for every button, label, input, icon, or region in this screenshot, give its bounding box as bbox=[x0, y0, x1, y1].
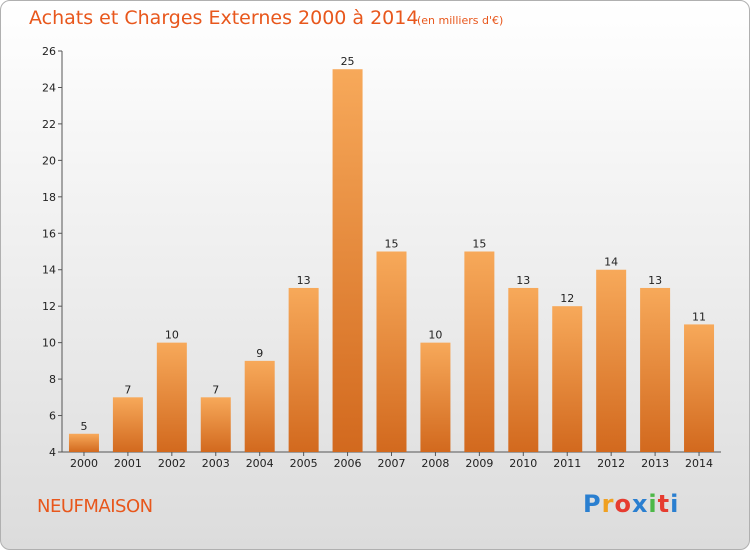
x-tick-label: 2014 bbox=[685, 457, 713, 470]
x-tick-label: 2011 bbox=[553, 457, 581, 470]
data-label: 9 bbox=[256, 347, 263, 360]
data-label: 15 bbox=[472, 238, 486, 251]
bar bbox=[420, 342, 451, 452]
bar bbox=[112, 397, 143, 452]
bar bbox=[244, 360, 275, 452]
data-label: 5 bbox=[80, 420, 87, 433]
y-tick-label: 12 bbox=[42, 300, 56, 313]
data-labels: 5 7 10 7 9 13 25 15 10 15 13 12 14 13 11 bbox=[80, 55, 706, 433]
logo-letter: t bbox=[657, 490, 671, 518]
chart-unit: (en milliers d'€) bbox=[417, 14, 504, 27]
x-tick-label: 2000 bbox=[70, 457, 98, 470]
bar bbox=[596, 269, 627, 452]
data-label: 11 bbox=[692, 310, 706, 323]
data-label: 15 bbox=[385, 238, 399, 251]
x-tick-label: 2010 bbox=[509, 457, 537, 470]
bar bbox=[200, 397, 231, 452]
data-label: 10 bbox=[428, 329, 442, 342]
x-tick-label: 2004 bbox=[246, 457, 274, 470]
x-tick-label: 2012 bbox=[597, 457, 625, 470]
data-label: 25 bbox=[341, 55, 355, 68]
data-label: 7 bbox=[124, 383, 131, 396]
x-tick-label: 2001 bbox=[114, 457, 142, 470]
commune-name: NEUFMAISON bbox=[37, 496, 153, 517]
bar bbox=[332, 69, 363, 453]
x-tick-label: 2003 bbox=[202, 457, 230, 470]
bar bbox=[288, 287, 319, 452]
y-tick-label: 26 bbox=[42, 45, 56, 58]
x-tick-label: 2006 bbox=[334, 457, 362, 470]
bar bbox=[508, 287, 539, 452]
bar bbox=[640, 287, 671, 452]
y-tick-label: 10 bbox=[42, 337, 56, 350]
bar bbox=[684, 324, 715, 452]
y-tick-label: 16 bbox=[42, 227, 56, 240]
bar bbox=[464, 251, 495, 452]
y-tick-label: 24 bbox=[42, 81, 56, 94]
x-tick-label: 2002 bbox=[158, 457, 186, 470]
x-tick-label: 2009 bbox=[465, 457, 493, 470]
logo-letter: i bbox=[648, 490, 658, 518]
data-label: 7 bbox=[212, 383, 219, 396]
logo-letter: P bbox=[583, 490, 602, 518]
bar bbox=[156, 342, 187, 452]
data-label: 14 bbox=[604, 256, 618, 269]
y-tick-label: 22 bbox=[42, 118, 56, 131]
x-tick-label: 2007 bbox=[378, 457, 406, 470]
x-tick-label: 2013 bbox=[641, 457, 669, 470]
y-tick-label: 8 bbox=[49, 373, 56, 386]
data-label: 12 bbox=[560, 292, 574, 305]
y-tick-label: 6 bbox=[49, 410, 56, 423]
data-label: 13 bbox=[297, 274, 311, 287]
data-label: 10 bbox=[165, 329, 179, 342]
x-tick-label: 2005 bbox=[290, 457, 318, 470]
bar bbox=[68, 433, 99, 452]
logo-letter: x bbox=[631, 490, 649, 518]
proxiti-logo: Proxiti bbox=[583, 490, 679, 518]
chart-title: Achats et Charges Externes 2000 à 2014 bbox=[29, 7, 419, 29]
y-tick-label: 18 bbox=[42, 191, 56, 204]
data-label: 13 bbox=[648, 274, 662, 287]
data-label: 13 bbox=[516, 274, 530, 287]
x-tick-label: 2008 bbox=[421, 457, 449, 470]
bar bbox=[552, 306, 583, 452]
y-tick-label: 14 bbox=[42, 264, 56, 277]
logo-letter: i bbox=[670, 490, 680, 518]
logo-letter: o bbox=[614, 490, 632, 518]
bars bbox=[68, 69, 715, 453]
bar bbox=[376, 251, 407, 452]
y-tick-label: 4 bbox=[49, 446, 56, 459]
logo-letter: r bbox=[601, 490, 615, 518]
y-tick-label: 20 bbox=[42, 154, 56, 167]
